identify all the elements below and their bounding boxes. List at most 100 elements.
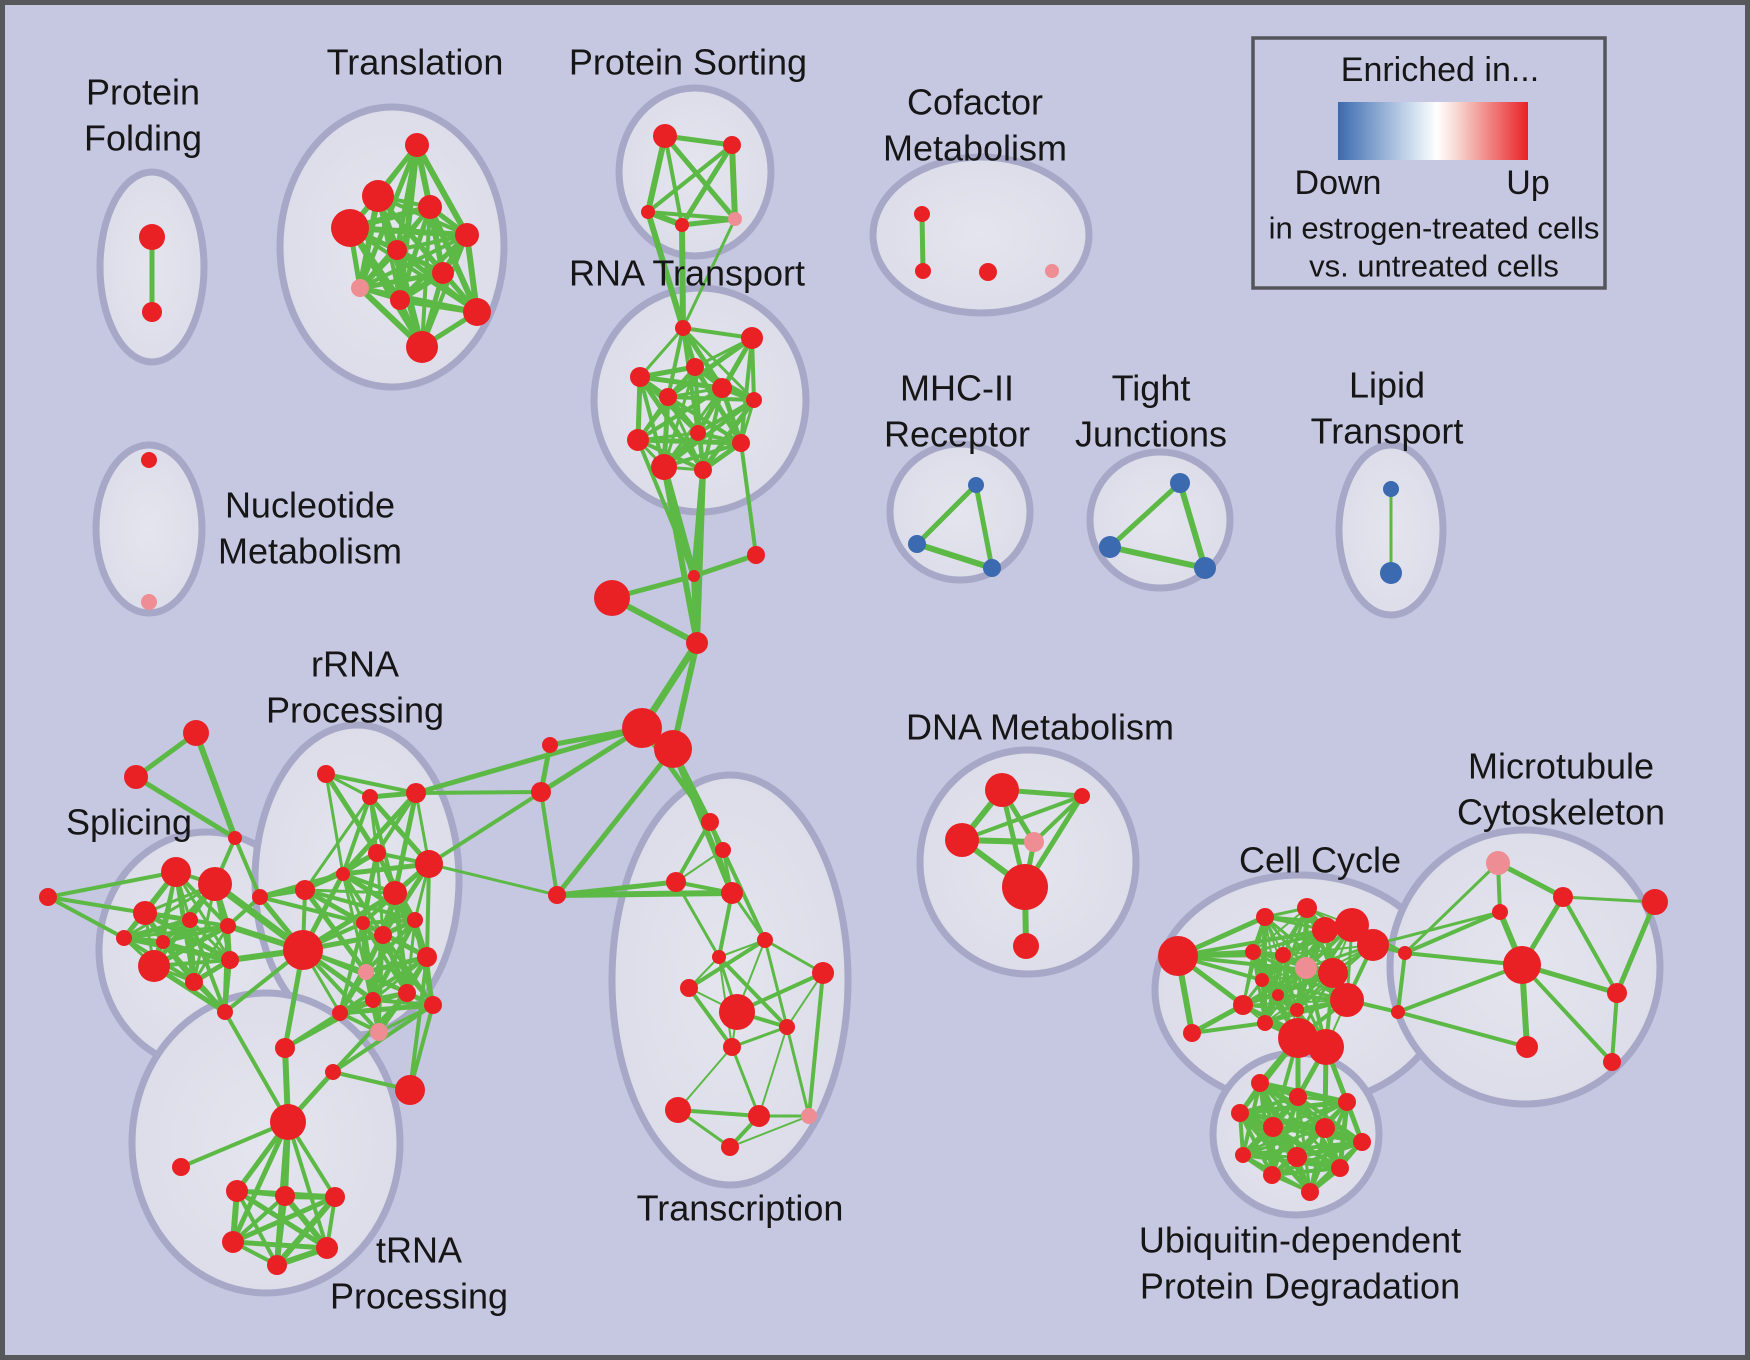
cluster-label-nucleotide-metabolism-line2: Metabolism [218, 531, 402, 572]
cluster-label-microtubule-cytoskeleton-line1: Microtubule [1468, 746, 1654, 787]
edge-tn13-tn14 [676, 1108, 761, 1118]
node-mtc2 [1391, 1005, 1405, 1019]
edge-mt3-cc15 [1371, 910, 1502, 947]
edge-s1-s8 [152, 870, 178, 968]
cluster-label-ubiquitin-dependent-protein-degradation-line2: Protein Degradation [1140, 1266, 1460, 1307]
node-tn8 [812, 962, 834, 984]
node-dm5 [1002, 864, 1048, 910]
node-s10 [221, 951, 239, 969]
node-s2 [198, 867, 232, 901]
edge-r1-r5 [666, 326, 685, 399]
edge-s5-s6 [122, 924, 230, 940]
node-cf4 [1045, 264, 1059, 278]
node-dm4 [1074, 788, 1090, 804]
edge-rr2-rr6 [367, 794, 432, 867]
node-ps3 [641, 205, 655, 219]
edge-tr5-tr6 [230, 1194, 338, 1245]
cluster-label-rrna-processing-line1: rRNA [311, 644, 399, 685]
node-s1 [161, 857, 191, 887]
node-tn6 [757, 932, 773, 948]
node-mh1 [968, 477, 984, 493]
cluster-labels-layer: Protein Folding Translation Protein Sorting… [66, 42, 1665, 1317]
edge-r4-r6 [637, 374, 725, 391]
node-t9 [390, 290, 410, 310]
node-cf3 [979, 263, 997, 281]
node-lt2 [1380, 562, 1402, 584]
edge-s12-s6 [46, 895, 126, 940]
edge-fx1-fx3 [193, 730, 238, 841]
cluster-label-translation: Translation [327, 42, 504, 83]
node-r12 [694, 461, 712, 479]
edge-ub7-ub11 [1270, 1140, 1364, 1177]
edge-tn11-tn15 [785, 1025, 811, 1118]
edge-mt2-mt5 [1561, 895, 1657, 904]
node-rr6 [415, 850, 443, 878]
node-tn3 [666, 872, 686, 892]
cluster-label-protein-folding-line2: Folding [84, 118, 202, 159]
edge-r1-r4 [638, 326, 685, 379]
node-cc16 [1318, 958, 1348, 988]
edge-tr1-tr8 [286, 1120, 329, 1250]
edge-tn9-tn12 [687, 986, 734, 1049]
node-ub9 [1287, 1147, 1307, 1167]
edge-tr2-tr1 [179, 1120, 290, 1169]
node-tn14 [748, 1105, 770, 1127]
edge-rr13-rr18 [338, 970, 368, 1015]
edge-mt5-mt6 [1614, 899, 1658, 996]
edge-rr10-rr18 [338, 921, 365, 1015]
edge-rr5-rr6 [340, 861, 432, 877]
node-tn12 [723, 1038, 741, 1056]
edge-rr3-rr5 [340, 790, 419, 877]
node-r4 [630, 367, 650, 387]
cluster-label-trna-processing-line1: tRNA [376, 1230, 462, 1271]
edge-t6-t8 [358, 233, 469, 290]
node-mt3 [1492, 904, 1508, 920]
node-ub12 [1301, 1183, 1319, 1201]
node-r6 [712, 378, 732, 398]
node-s12 [39, 888, 57, 906]
node-t1 [405, 133, 429, 157]
edge-rx1-rr18 [283, 1011, 342, 1050]
edge-ps2-ps3 [646, 143, 734, 214]
cluster-label-cofactor-metabolism-line1: Cofactor [907, 82, 1043, 123]
node-rr8 [383, 881, 407, 905]
edge-ps5-r1 [681, 217, 737, 330]
edge-mt2-mt6 [1561, 895, 1619, 995]
edge-ps3-r1 [645, 209, 686, 331]
edge-tn6-tn8 [763, 938, 825, 975]
node-dm1 [985, 773, 1019, 807]
edge-r10-j2 [739, 441, 758, 557]
edge-dm3-dm4 [1032, 794, 1084, 844]
node-t5 [387, 240, 407, 260]
node-pf1 [139, 224, 165, 250]
edge-tn12-tn14 [730, 1045, 761, 1118]
edge-ub3-ub4 [1237, 1099, 1350, 1116]
node-fx3 [228, 831, 242, 845]
node-ub7 [1353, 1133, 1371, 1151]
legend: Enriched in... Down Up in estrogen-treat… [1251, 36, 1607, 290]
edge-ps3-ps5 [646, 210, 737, 221]
edge-rr7-rr8 [303, 888, 397, 895]
edge-j8-rr3 [414, 790, 543, 795]
node-s7 [156, 935, 170, 949]
edge-cc8-cc13 [1261, 929, 1326, 981]
node-t2 [362, 180, 394, 212]
cluster-hull-transcription [608, 771, 852, 1189]
edge-cc4-cc5 [1252, 907, 1308, 953]
edge-tr4-tr6 [231, 1194, 287, 1244]
node-tr1 [270, 1104, 306, 1140]
node-tn9 [680, 979, 698, 997]
cluster-label-nucleotide-metabolism-line1: Nucleotide [225, 485, 395, 526]
legend-note-line2: vs. untreated cells [1309, 249, 1559, 284]
edge-tn4-j8 [539, 790, 559, 897]
node-nm1 [141, 452, 157, 468]
cluster-label-trna-processing-line2: Processing [330, 1276, 508, 1317]
cluster-label-protein-sorting: Protein Sorting [569, 42, 807, 83]
node-mh3 [983, 559, 1001, 577]
node-t6 [455, 223, 479, 247]
edge-mtc1-mt4 [1403, 951, 1524, 967]
legend-down-label: Down [1295, 164, 1382, 202]
edge-fx2-fx3 [133, 774, 238, 841]
node-tn1 [701, 813, 719, 831]
node-ub3 [1338, 1093, 1356, 1111]
